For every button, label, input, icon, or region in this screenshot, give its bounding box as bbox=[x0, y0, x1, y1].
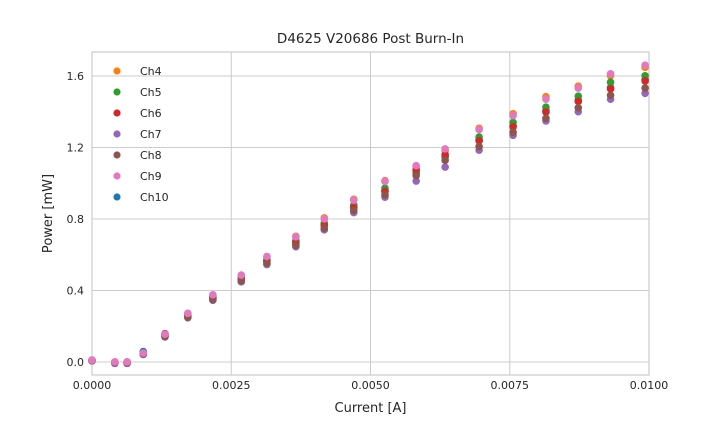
legend-item-ch8: Ch8 bbox=[113, 149, 162, 162]
y-axis-label: Power [mW] bbox=[41, 174, 56, 253]
scatter-point bbox=[237, 271, 246, 279]
scatter-point bbox=[641, 84, 649, 92]
legend-item-label: Ch7 bbox=[140, 128, 162, 141]
series-ch9 bbox=[88, 61, 649, 366]
scatter-point bbox=[320, 224, 329, 233]
scatter-point bbox=[111, 358, 119, 366]
legend-item-ch4: Ch4 bbox=[113, 65, 162, 78]
legend-marker bbox=[113, 130, 121, 138]
scatter-point bbox=[641, 77, 649, 85]
scatter-point bbox=[574, 103, 583, 112]
scatter-point bbox=[441, 145, 449, 153]
scatter-point bbox=[475, 125, 483, 134]
scatter-point bbox=[641, 61, 649, 70]
legend-marker bbox=[113, 109, 121, 117]
scatter-point bbox=[161, 330, 169, 339]
x-tick-label: 0.0000 bbox=[73, 379, 112, 392]
points-layer bbox=[88, 61, 649, 368]
x-tick-label: 0.0100 bbox=[630, 379, 669, 392]
scatter-point bbox=[237, 276, 246, 285]
legend-item-ch5: Ch5 bbox=[113, 86, 162, 99]
scatter-point bbox=[574, 97, 583, 106]
y-tick-label: 0.4 bbox=[67, 284, 85, 297]
legend-item-ch6: Ch6 bbox=[113, 107, 162, 120]
axes-spines bbox=[91, 51, 650, 376]
scatter-point bbox=[475, 142, 483, 151]
scatter-point bbox=[139, 349, 148, 357]
chart-title: D4625 V20686 Post Burn-In bbox=[277, 31, 464, 47]
grid-layer bbox=[91, 52, 650, 375]
scatter-point bbox=[123, 358, 131, 366]
legend-item-ch9: Ch9 bbox=[113, 170, 162, 183]
scatter-point bbox=[381, 177, 389, 186]
legend-marker bbox=[113, 88, 121, 96]
scatter-point bbox=[88, 356, 96, 364]
series-ch7 bbox=[88, 89, 649, 368]
legend-item-label: Ch4 bbox=[140, 65, 162, 78]
x-axis-label: Current [A] bbox=[335, 401, 407, 416]
legend-item-label: Ch6 bbox=[140, 107, 162, 120]
scatter-point bbox=[349, 206, 358, 215]
scatter-point bbox=[606, 85, 615, 93]
series-ch8 bbox=[88, 84, 649, 367]
ticks-layer: 0.0000 0.0025 0.0050 0.0075 0.0100 0.0 0.4 0.8 1… bbox=[67, 70, 669, 392]
scatter-point bbox=[263, 252, 271, 261]
scatter-point bbox=[412, 161, 420, 170]
y-tick-label: 1.2 bbox=[67, 141, 85, 154]
series-ch4 bbox=[88, 63, 649, 366]
legend-item-ch10: Ch10 bbox=[113, 191, 169, 204]
scatter-point bbox=[475, 137, 483, 145]
x-tick-label: 0.0025 bbox=[212, 379, 251, 392]
legend-item-label: Ch10 bbox=[140, 191, 169, 204]
legend: Ch4 Ch5 Ch6 Ch7 Ch8 Ch9 Ch10 bbox=[113, 65, 169, 204]
legend-item-label: Ch9 bbox=[140, 170, 162, 183]
legend-marker bbox=[113, 151, 121, 159]
legend-item-label: Ch8 bbox=[140, 149, 162, 162]
scatter-point bbox=[509, 111, 517, 120]
legend-marker bbox=[113, 67, 121, 75]
series-ch10 bbox=[88, 75, 649, 366]
legend-item-label: Ch5 bbox=[140, 86, 162, 99]
scatter-point bbox=[606, 78, 615, 87]
y-tick-label: 1.6 bbox=[67, 70, 85, 83]
y-tick-label: 0.0 bbox=[67, 356, 85, 369]
scatter-point bbox=[209, 290, 217, 299]
scatter-point bbox=[184, 309, 192, 318]
scatter-point bbox=[509, 123, 517, 131]
y-tick-label: 0.8 bbox=[67, 213, 85, 226]
scatter-point bbox=[263, 259, 271, 268]
scatter-point bbox=[509, 128, 517, 137]
scatter-point bbox=[349, 196, 358, 204]
scatter-point bbox=[412, 171, 420, 180]
scatter-point bbox=[441, 163, 449, 171]
scatter-point bbox=[606, 91, 615, 100]
scatter-point bbox=[381, 191, 389, 199]
scatter-point bbox=[292, 233, 300, 241]
plot-border bbox=[91, 51, 650, 376]
scatter-point bbox=[606, 70, 615, 78]
x-tick-label: 0.0075 bbox=[491, 379, 530, 392]
x-tick-label: 0.0050 bbox=[351, 379, 390, 392]
scatter-point bbox=[292, 241, 300, 250]
scatter-point bbox=[542, 95, 550, 103]
legend-marker bbox=[113, 172, 121, 180]
scatter-point bbox=[441, 150, 449, 159]
scatter-point bbox=[441, 156, 449, 165]
scatter-point bbox=[412, 177, 420, 185]
legend-item-ch7: Ch7 bbox=[113, 128, 162, 141]
series-ch6 bbox=[88, 77, 649, 366]
scatter-point bbox=[574, 84, 583, 92]
legend-marker bbox=[113, 193, 121, 201]
scatter-point bbox=[320, 215, 329, 223]
scatter-point bbox=[542, 108, 550, 116]
scatter-point bbox=[542, 114, 550, 123]
